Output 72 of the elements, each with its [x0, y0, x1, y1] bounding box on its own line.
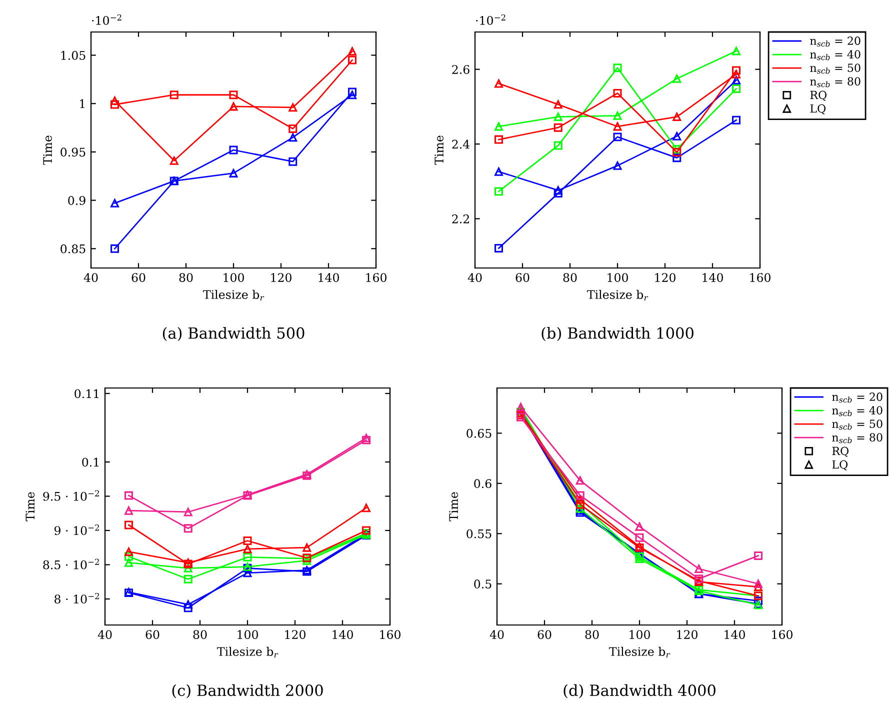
x-tick-label: 160 — [380, 630, 400, 639]
x-tick-label: 140 — [318, 273, 339, 282]
text: (b) Bandwidth 1000 — [542, 327, 694, 341]
y-tick-label: 2.6 — [452, 65, 470, 74]
x-tick-label: 80 — [193, 630, 207, 639]
x-tick-label: 140 — [724, 630, 745, 639]
x-axis-title: Tilesize b$_{r}$ — [587, 290, 648, 301]
x-tick-label: 160 — [772, 630, 792, 639]
y-tick-label: 0.6 — [474, 479, 492, 488]
text: (c) Bandwidth 2000 — [172, 684, 323, 698]
x-tick-label: 120 — [285, 630, 306, 639]
legend-label: RQ — [810, 90, 827, 101]
x-tick-label: 80 — [563, 273, 577, 282]
legend-label: RQ — [832, 446, 849, 457]
x-tick-label: 120 — [677, 630, 698, 639]
y-tick-label: 0.55 — [466, 529, 492, 538]
x-axis-title: Tilesize b$_{r}$ — [609, 646, 670, 658]
legend-label: n$_{scb}$ = 50 — [832, 420, 882, 430]
x-tick-label: 60 — [146, 630, 160, 639]
x-tick-label: 40 — [468, 273, 482, 282]
y-tick-label: 0.11 — [74, 389, 98, 398]
x-tick-label: 140 — [702, 273, 723, 282]
x-tick-label: 40 — [98, 630, 112, 639]
x-tick-label: 120 — [271, 273, 292, 282]
x-tick-label: 60 — [538, 630, 552, 639]
x-tick-label: 60 — [132, 273, 146, 282]
y-axis-title: Time — [43, 136, 52, 165]
x-tick-label: 100 — [608, 273, 628, 282]
x-axis-title: Tilesize b$_{r}$ — [203, 290, 264, 301]
x-tick-label: 140 — [332, 630, 353, 639]
x-tick-label: 100 — [630, 630, 650, 639]
y-tick-label: 0.65 — [466, 428, 492, 438]
y-tick-label: 1.05 — [61, 50, 86, 60]
text: (d) Bandwidth 4000 — [564, 684, 716, 698]
legend-label: n$_{scb}$ = 20 — [810, 36, 860, 47]
y-tick-label: 2.2 — [452, 214, 469, 224]
x-tick-label: 80 — [179, 273, 193, 282]
y-tick-label: 1 — [80, 99, 84, 108]
legend-label: n$_{scb}$ = 40 — [810, 50, 860, 60]
x-tick-label: 120 — [655, 273, 676, 282]
x-tick-label: 60 — [516, 273, 530, 282]
x-tick-label: 160 — [366, 273, 386, 282]
legend-label: n$_{scb}$ = 40 — [832, 406, 882, 416]
y-tick-label: 0.5 — [474, 580, 492, 588]
x-tick-label: 40 — [490, 630, 504, 639]
y-tick-label: 8.5 · 10$^{−2}$ — [43, 558, 99, 570]
y-tick-label: 0.85 — [60, 244, 86, 254]
legend-label: n$_{scb}$ = 80 — [810, 77, 860, 88]
y-tick-label: 0.95 — [60, 148, 86, 157]
y-tick-label: 9.5 · 10$^{−2}$ — [43, 490, 99, 501]
x-tick-label: 80 — [585, 630, 599, 639]
y-axis-title: Time — [434, 136, 444, 165]
text: (a) Bandwidth 500 — [162, 327, 304, 341]
x-tick-label: 100 — [224, 273, 244, 282]
y-tick-label: 0.1 — [82, 458, 98, 467]
x-tick-label: 40 — [84, 273, 98, 282]
text: ·10$^{−2}$ — [92, 14, 122, 25]
legend-label: LQ — [832, 460, 848, 470]
legend-label: LQ — [810, 104, 826, 114]
y-axis-title: Time — [449, 492, 458, 522]
y-tick-label: 2.4 — [452, 140, 470, 149]
legend-label: n$_{scb}$ = 80 — [832, 433, 882, 444]
y-tick-label: 0.9 — [68, 196, 86, 205]
text: ·10$^{−2}$ — [476, 14, 506, 25]
y-axis-title: Time — [26, 492, 35, 522]
x-tick-label: 160 — [750, 273, 770, 282]
y-tick-label: 9 · 10$^{−2}$ — [54, 524, 100, 536]
x-tick-label: 100 — [238, 630, 258, 639]
legend-label: n$_{scb}$ = 50 — [810, 64, 860, 74]
legend-label: n$_{scb}$ = 20 — [832, 392, 882, 403]
y-tick-label: 8 · 10$^{−2}$ — [54, 592, 100, 604]
x-axis-title: Tilesize b$_{r}$ — [217, 646, 278, 658]
